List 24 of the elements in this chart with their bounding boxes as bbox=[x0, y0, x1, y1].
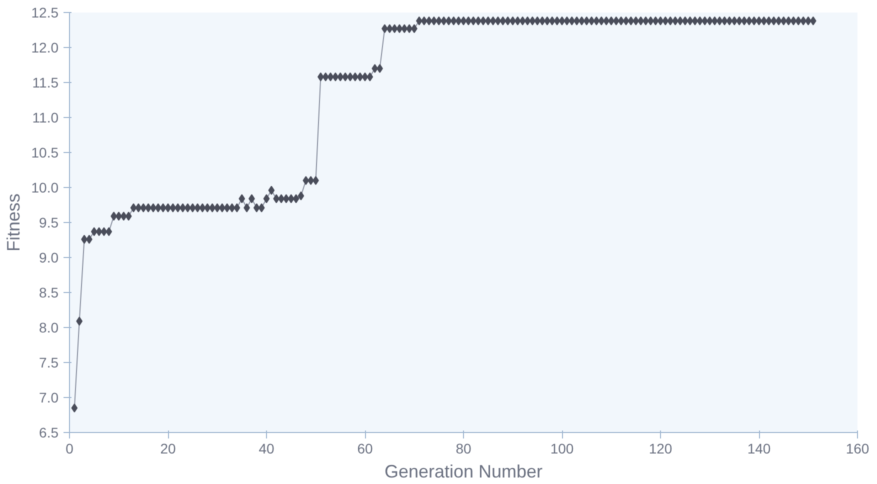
y-tick-label: 12.5 bbox=[31, 4, 59, 20]
y-tick-label: 8.0 bbox=[39, 320, 59, 336]
x-tick-label: 120 bbox=[648, 440, 672, 456]
y-axis-title: Fitness bbox=[3, 193, 24, 252]
x-tick-label: 80 bbox=[456, 440, 472, 456]
y-tick-label: 11.5 bbox=[32, 74, 59, 90]
y-tick-label: 9.0 bbox=[39, 250, 59, 266]
y-tick-label: 10.0 bbox=[31, 180, 59, 196]
x-axis-title: Generation Number bbox=[384, 462, 543, 482]
y-tick-label: 12.0 bbox=[31, 40, 59, 56]
x-tick-label: 160 bbox=[846, 440, 870, 456]
x-tick-label: 0 bbox=[66, 440, 74, 456]
y-tick-label: 10.5 bbox=[31, 144, 59, 160]
y-tick-label: 8.5 bbox=[39, 284, 59, 300]
y-tick-label: 7.5 bbox=[39, 354, 59, 370]
y-tick-label: 7.0 bbox=[39, 390, 59, 406]
x-tick-label: 60 bbox=[357, 440, 373, 456]
x-tick-label: 140 bbox=[747, 440, 771, 456]
x-tick-label: 100 bbox=[550, 440, 574, 456]
x-tick-label: 40 bbox=[258, 440, 274, 456]
y-tick-label: 6.5 bbox=[39, 424, 59, 440]
y-tick-label: 11.0 bbox=[32, 110, 59, 126]
y-tick-label: 9.5 bbox=[39, 214, 59, 230]
x-tick-label: 20 bbox=[160, 440, 176, 456]
